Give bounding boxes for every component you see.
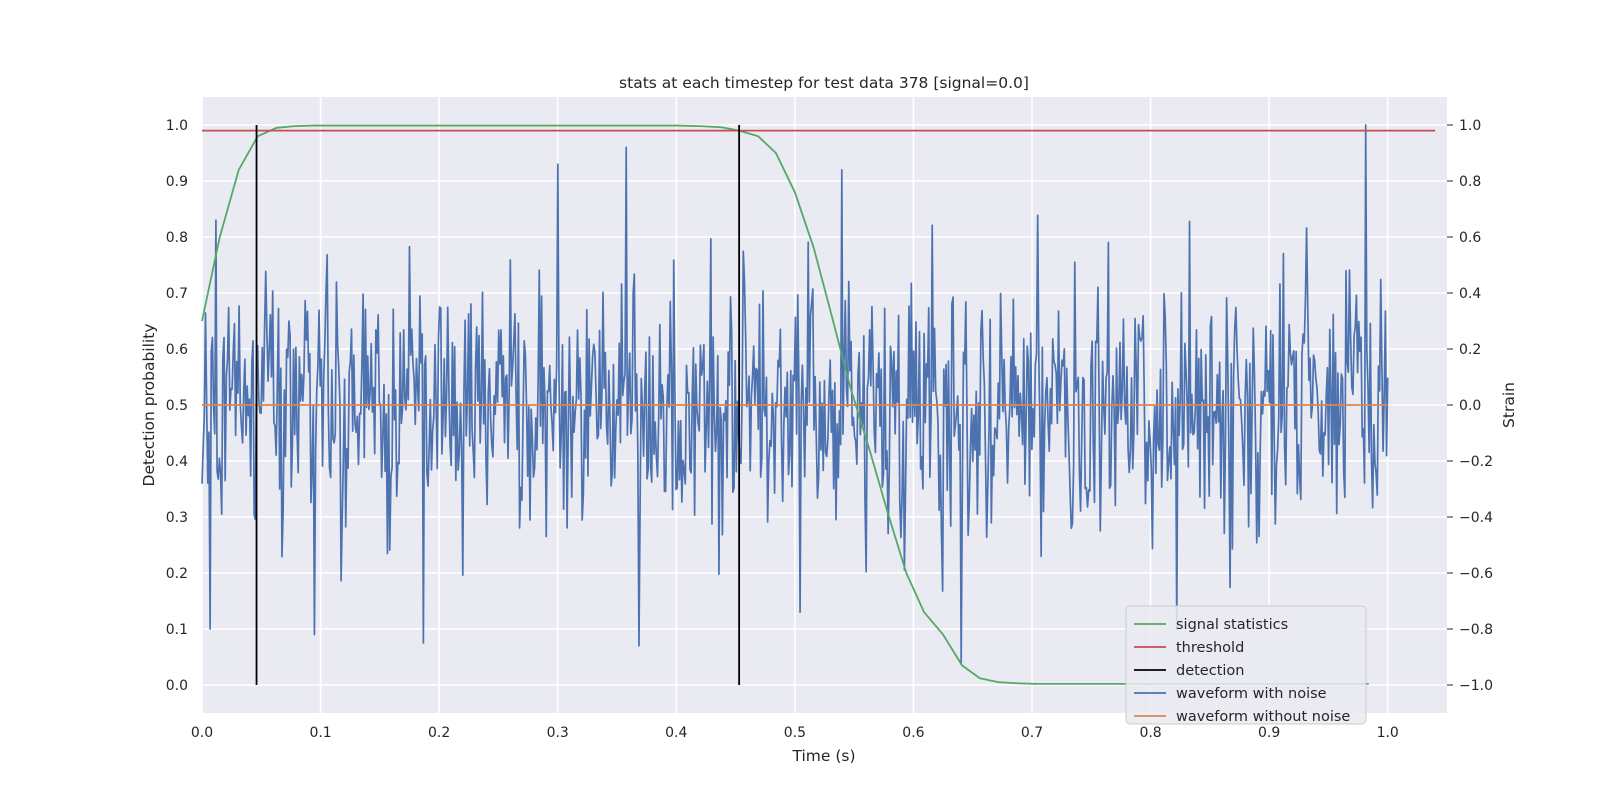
x-axis-label: Time (s) (791, 747, 855, 765)
x-tick-label: 0.6 (902, 725, 924, 741)
y-tick-label: 0.1 (166, 622, 188, 638)
y2-tick-label: 0.2 (1459, 342, 1481, 358)
x-tick-label: 0.0 (191, 725, 213, 741)
y2-tick-label: 0.8 (1459, 174, 1481, 190)
x-tick-label: 0.2 (428, 725, 450, 741)
x-tick-label: 0.9 (1258, 725, 1280, 741)
y-tick-label: 0.5 (166, 398, 188, 414)
y-tick-label: 0.2 (166, 566, 188, 582)
y2-tick-label: 0.4 (1459, 286, 1481, 302)
legend-label-signal-statistics: signal statistics (1176, 617, 1288, 633)
y-tick-label: 0.9 (166, 174, 188, 190)
x-tick-label: 0.4 (665, 725, 687, 741)
y2-tick-label: 1.0 (1459, 118, 1481, 134)
plot-area (201, 124, 1436, 685)
y2-tick-label: −0.8 (1459, 622, 1493, 638)
y2-tick-label: 0.0 (1459, 398, 1481, 414)
x-tick-label: 0.5 (784, 725, 806, 741)
y-tick-label: 0.7 (166, 286, 188, 302)
x-tick-label: 0.7 (1021, 725, 1043, 741)
x-tick-label: 0.8 (1139, 725, 1161, 741)
legend-label-waveform-without-noise: waveform without noise (1176, 709, 1350, 725)
x-tick-label: 0.1 (309, 725, 331, 741)
y-tick-label: 0.3 (166, 510, 188, 526)
y2-tick-label: −0.2 (1459, 454, 1493, 470)
y2-axis-label: Strain (1500, 382, 1518, 428)
legend-label-threshold: threshold (1176, 640, 1244, 656)
legend-label-detection: detection (1176, 663, 1244, 679)
axis-ticks: 0.0 0.1 0.2 0.3 0.4 0.5 0.6 0.7 0.8 0.9 1.0 0.0 0.1 0… (166, 118, 1493, 741)
chart-title: stats at each timestep for test data 378… (619, 74, 1029, 92)
y-tick-label: 0.4 (166, 454, 188, 470)
y2-tick-label: −1.0 (1459, 678, 1493, 694)
series-line-waveform-with-noise (201, 124, 1389, 664)
y2-tick-label: −0.6 (1459, 566, 1493, 582)
legend-label-waveform-with-noise: waveform with noise (1176, 686, 1327, 702)
legend: signal statistics threshold detection wavef… (1125, 605, 1367, 725)
x-tick-label: 1.0 (1377, 725, 1399, 741)
legend-box (1125, 605, 1367, 725)
y-axis-label: Detection probability (140, 324, 158, 487)
y-tick-label: 1.0 (166, 118, 188, 134)
y-tick-label: 0.0 (166, 678, 188, 694)
y-tick-label: 0.8 (166, 230, 188, 246)
y2-tick-label: 0.6 (1459, 230, 1481, 246)
y-tick-label: 0.6 (166, 342, 188, 358)
y2-tick-label: −0.4 (1459, 510, 1493, 526)
series-line-signal-statistics (201, 124, 1369, 685)
x-tick-label: 0.3 (547, 725, 569, 741)
